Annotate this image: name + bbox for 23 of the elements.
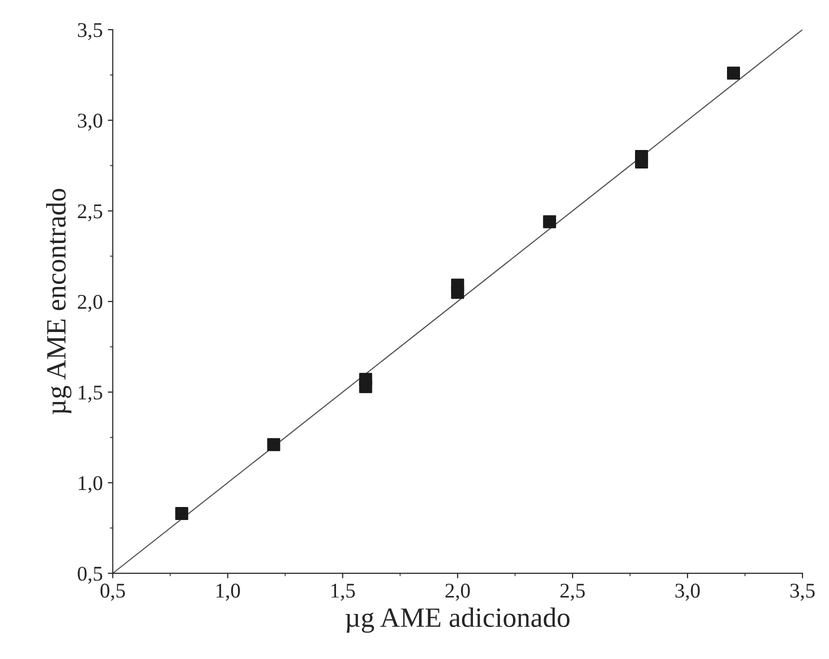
point xyxy=(267,438,280,452)
x-tick-label: 3,5 xyxy=(790,584,815,601)
y-tick-label: 3,0 xyxy=(78,114,102,131)
y-tick-label: 1,5 xyxy=(78,386,102,403)
y-tick-label: 1,0 xyxy=(78,476,102,494)
x-axis-title: µg AME adicionado xyxy=(346,608,570,633)
x-tick-label: 2,5 xyxy=(560,584,585,601)
x-tick-label: 2,0 xyxy=(446,584,470,601)
y-tick-label: 0,5 xyxy=(78,566,102,584)
x-tick-label: 1,0 xyxy=(216,584,240,601)
y-tick-label: 2,5 xyxy=(78,204,102,222)
point xyxy=(451,286,464,299)
y-tick-label: 2,0 xyxy=(78,294,102,312)
x-tick-label: 0,5 xyxy=(100,584,125,601)
point xyxy=(543,215,556,228)
x-tick-label: 3,0 xyxy=(675,584,700,601)
point xyxy=(635,155,648,168)
point xyxy=(175,507,188,520)
point xyxy=(359,380,372,394)
x-tick-label: 1,5 xyxy=(331,584,355,601)
y-axis-title: µg AME encontrado xyxy=(46,188,72,414)
point xyxy=(726,66,740,80)
y-tick-label: 3,5 xyxy=(78,23,102,40)
